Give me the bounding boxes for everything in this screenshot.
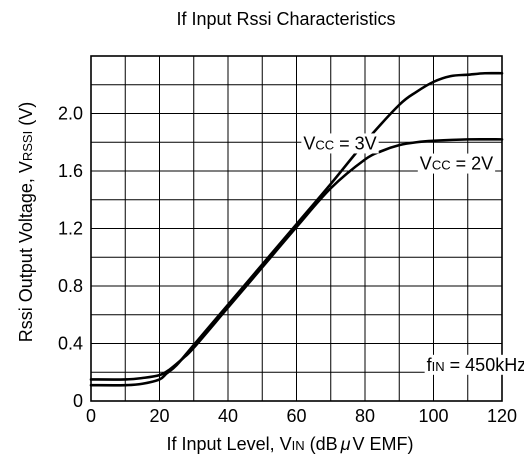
y-tick-label: 0.4	[58, 334, 83, 354]
x-tick-label: 40	[218, 406, 238, 426]
annotation-vcc2-sub: CC	[432, 158, 451, 173]
y-tick-label: 1.2	[58, 219, 83, 239]
series-line-vcc-3v	[89, 71, 504, 387]
x-tick-label: 80	[355, 406, 375, 426]
y-axis-label-unit: (V)	[16, 102, 36, 131]
axis-ticks: 0 20 40 60 80 100 120 0 0.4 0.8 1.2 1.6 2.0	[58, 104, 517, 427]
x-tick-label: 0	[86, 406, 96, 426]
annotation-vcc3-sub: CC	[315, 137, 334, 152]
annotation-vcc3-main: V	[303, 133, 315, 153]
x-axis-label-mu: μ	[340, 434, 351, 454]
annotation-background-vcc2	[417, 153, 496, 174]
y-axis-label-sub: RSSI	[20, 131, 35, 161]
x-tick-label: 20	[149, 406, 169, 426]
y-axis-label: Rssi Output Voltage, VRSSI (V)	[16, 102, 36, 342]
x-tick-label: 60	[286, 406, 306, 426]
series-line-vcc-2v	[89, 137, 504, 381]
x-axis-label: If Input Level, VIN (dB μ V EMF)	[167, 434, 414, 454]
x-axis-label-sub: IN	[292, 438, 305, 453]
annotation-fin: fIN = 450kHz	[427, 355, 524, 375]
x-axis-label-unit-end: V EMF)	[352, 434, 413, 454]
x-tick-label: 120	[487, 406, 517, 426]
annotation-vcc2-rest: = 2V	[451, 154, 494, 174]
y-axis-label-main: Rssi Output Voltage, V	[16, 161, 36, 342]
annotation-background-vcc3	[301, 133, 379, 154]
annotation-vcc3: VCC = 3V	[303, 133, 376, 153]
annotation-vcc2: VCC = 2V	[420, 154, 493, 174]
chart-title: If Input Rssi Characteristics	[176, 9, 395, 29]
annotation-fin-main: f	[427, 355, 433, 375]
y-tick-label: 0	[73, 391, 83, 411]
x-axis-label-unit: (dB	[305, 434, 338, 454]
y-tick-label: 0.8	[58, 276, 83, 296]
x-axis-label-main: If Input Level, V	[167, 434, 292, 454]
x-tick-label: 100	[418, 406, 448, 426]
plot-frame	[90, 55, 503, 402]
annotation-fin-sub: IN	[432, 359, 445, 374]
annotation-vcc3-rest: = 3V	[334, 133, 377, 153]
annotation-vcc2-main: V	[420, 154, 432, 174]
y-tick-label: 1.6	[58, 161, 83, 181]
y-tick-label: 2.0	[58, 104, 83, 124]
annotation-background-fin	[424, 354, 524, 375]
series-group	[89, 71, 504, 387]
annotation-fin-rest: = 450kHz	[445, 355, 524, 375]
